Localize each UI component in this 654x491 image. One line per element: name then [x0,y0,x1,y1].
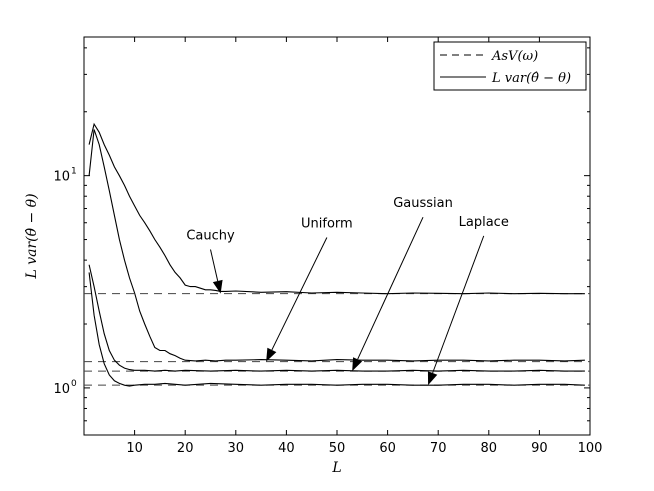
series-line-laplace [88,272,585,387]
x-tick-label-20: 20 [177,441,194,456]
x-tick-label-60: 60 [379,441,396,456]
annotation-label-cauchy: Cauchy [186,229,235,244]
annotation-arrow-gaussian [357,217,424,360]
y-axis-label: L var(θ̂ − θ) [24,193,40,279]
series-lines [88,122,585,387]
annotation-label-laplace: Laplace [459,215,509,230]
series-line-cauchy [88,122,585,295]
x-tick-label-30: 30 [228,441,245,456]
annotation-arrowhead-gaussian [352,357,363,372]
legend-box [433,41,587,91]
x-tick-label-80: 80 [481,441,498,456]
annotation-label-gaussian: Gaussian [393,196,453,211]
annotation-label-uniform: Uniform [301,216,353,231]
legend-label-lvar: L var(θ̂ − θ) [491,71,571,86]
y-tick-exp-1: 0 [71,379,77,389]
x-tick-label-100: 100 [578,441,603,456]
x-tick-label-90: 90 [531,441,548,456]
annotation-arrowhead-cauchy [212,279,223,294]
x-axis-label: L [331,460,341,476]
annotation-arrowhead-laplace [427,371,438,386]
x-tick-label-50: 50 [329,441,346,456]
annotations: Cauchy Uniform Gaussian Laplace [186,196,509,386]
y-tick-label-10: 10 [53,170,70,185]
annotation-arrowhead-uniform [266,347,277,362]
x-tick-label-40: 40 [278,441,295,456]
y-tick-exp-10: 1 [71,167,77,177]
series-line-uniform [88,129,585,362]
annotation-arrow-cauchy [210,249,219,282]
legend: AsV(ω) L var(θ̂ − θ) [433,41,587,91]
legend-label-asv: AsV(ω) [491,49,538,64]
x-tick-label-70: 70 [430,441,447,456]
annotation-arrow-uniform [271,237,328,351]
x-tick-label-10: 10 [126,441,143,456]
y-tick-label-1: 10 [53,382,70,397]
series-line-gaussian [88,264,585,372]
annotation-arrow-laplace [432,235,485,374]
plot-frame [83,36,591,436]
